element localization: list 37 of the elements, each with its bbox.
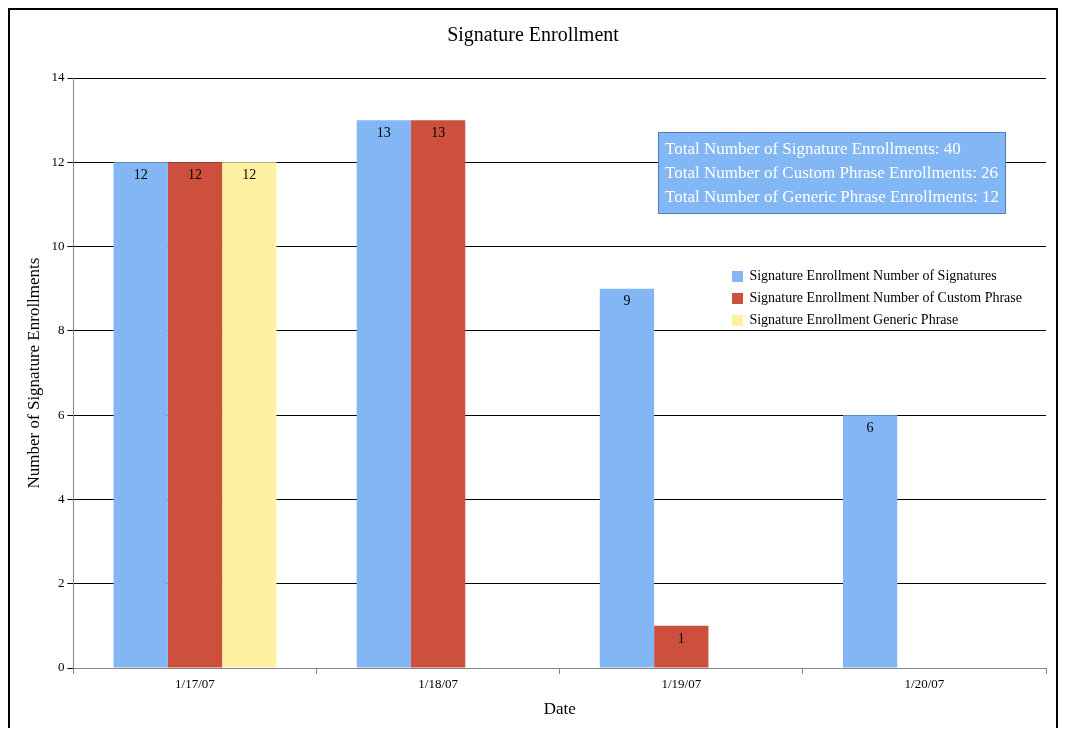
y-tick-label: 8: [57, 322, 65, 338]
legend-label: Signature Enrollment Generic Phrase: [749, 311, 959, 329]
legend-label: Signature Enrollment Number of Custom Phrase: [749, 289, 1022, 307]
data-label: 12: [242, 166, 257, 182]
y-tick-label: 2: [57, 575, 65, 591]
bar: [113, 162, 168, 668]
annotation: Total Number of Generic Phrase Enrollments: 12: [665, 186, 999, 208]
y-tick-label: 0: [57, 659, 65, 675]
data-label: 1: [677, 630, 685, 646]
y-tick-label: 14: [51, 69, 65, 85]
y-axis-title: Number of Signature Enrollments: [23, 257, 43, 489]
data-label: 12: [187, 166, 202, 182]
annotation: Total Number of Signature Enrollments: 40: [665, 138, 962, 160]
data-label: 9: [623, 293, 631, 309]
chart-title: Signature Enrollment: [447, 23, 620, 47]
bar: [356, 120, 411, 668]
bar: [222, 162, 277, 668]
bar: [654, 625, 709, 668]
y-tick-label: 6: [57, 406, 65, 422]
x-tick-label: 1/20/07: [904, 676, 945, 692]
y-tick-label: 12: [51, 153, 65, 169]
data-label: 13: [376, 124, 391, 140]
data-label: 12: [133, 166, 148, 182]
x-axis-title: Date: [543, 699, 576, 719]
bar: [167, 162, 223, 668]
bar: [410, 120, 466, 668]
x-tick-label: 1/18/07: [418, 676, 459, 692]
y-tick-label: 10: [51, 237, 65, 253]
bar: [842, 415, 898, 668]
legend-label: Signature Enrollment Number of Signatures: [749, 267, 997, 285]
bar: [599, 288, 655, 668]
data-label: 13: [431, 124, 446, 140]
y-tick-label: 4: [57, 490, 65, 506]
data-label: 6: [866, 419, 874, 435]
x-tick-label: 1/17/07: [175, 676, 216, 692]
x-tick-label: 1/19/07: [661, 676, 702, 692]
annotation: Total Number of Custom Phrase Enrollments: 26: [665, 162, 999, 184]
